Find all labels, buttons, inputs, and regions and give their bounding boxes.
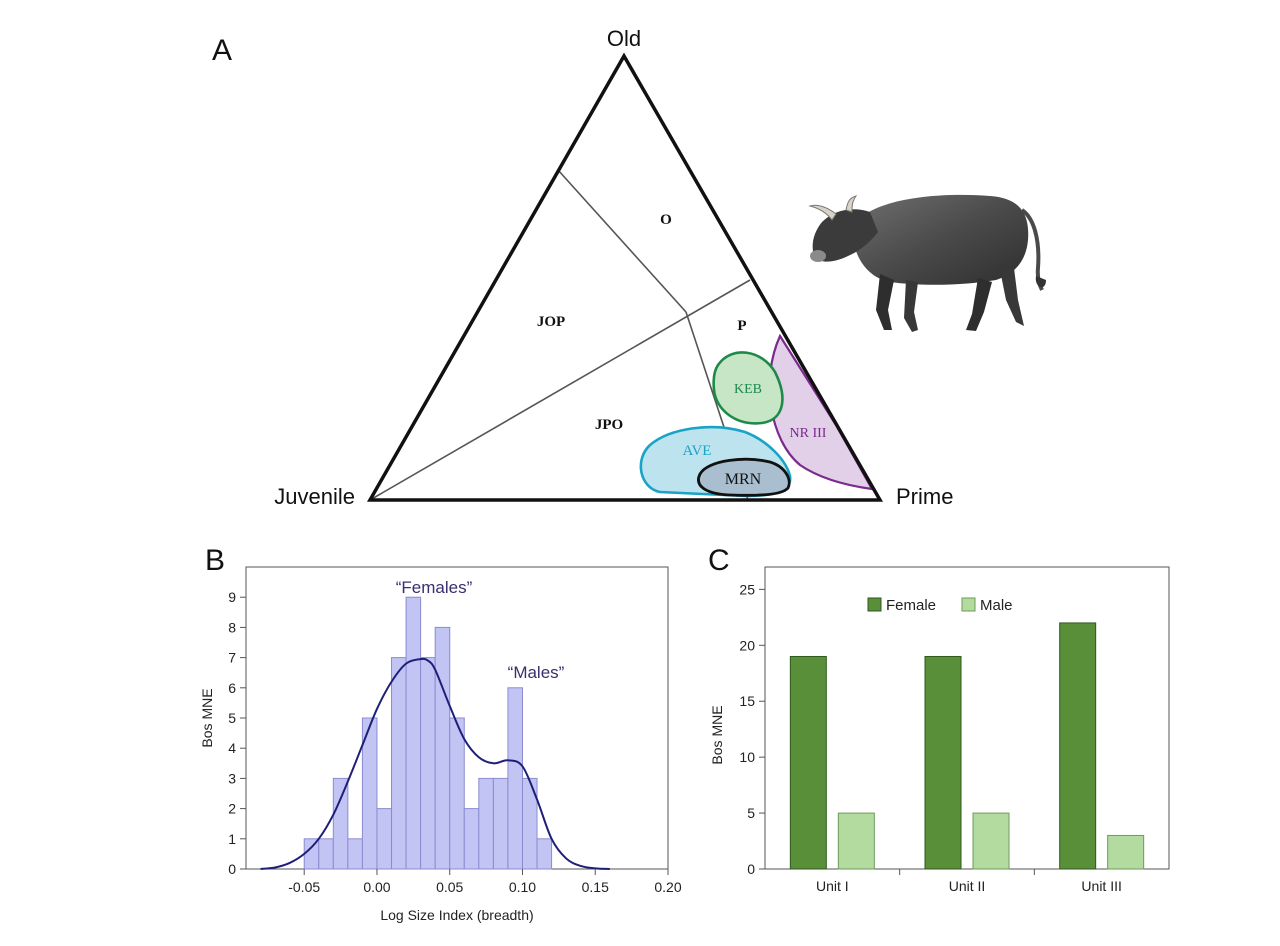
bar-female-2 [1059,622,1097,870]
histogram-ytick-label-9: 9 [228,589,236,605]
histogram-bar-13 [492,777,509,870]
site-region-mrn [697,457,791,497]
site-region-keb [712,351,784,425]
histogram-ytick-label-3: 3 [228,770,236,786]
histogram-bar-1 [318,838,334,870]
histogram-xlabel: Log Size Index (breadth) [380,907,533,923]
histogram-ytick-label-0: 0 [228,861,236,877]
histogram-ytick-label-7: 7 [228,650,236,666]
density-curve-group [260,657,610,870]
aurochs-illustration [808,194,1046,332]
histogram-ytick-label-8: 8 [228,619,236,635]
barchart-category-label-2: Unit III [1081,878,1121,894]
zone-label-p: P [737,318,746,334]
histogram-bar-9 [434,626,451,870]
histogram-axes: 0 1 2 3 4 5 6 7 8 9 -0.05 0.00 0.05 0.10 0.15 0.20 [228,589,682,895]
vertex-label-juvenile: Juvenile [274,484,355,509]
histogram-bar-6 [391,657,407,870]
barchart-axes: Unit I Unit II Unit III 0 5 10 15 20 25 [739,581,1121,894]
barchart-ytick-label-4: 20 [739,637,755,653]
histogram-bar-2 [332,777,349,870]
histogram-bar-11 [463,808,480,870]
zone-label-jpo: JPO [595,417,623,433]
panel-b: B 0 1 2 3 4 5 6 7 8 9 -0.05 0.00 0.05 0.10 0.15 0.20 Lo… [199,544,682,923]
vertex-label-old: Old [607,26,641,51]
barchart-bars [789,622,1145,870]
panel-label-c: C [708,544,730,577]
legend-label-female: Female [886,597,936,614]
panel-a: A Old Juvenile Prime O JOP P JPO KEB NR … [212,26,1046,509]
histogram-bar-16 [536,838,553,870]
legend-swatch-female [867,597,882,612]
boundary-line-2 [369,279,751,501]
histogram-bar-10 [449,717,465,870]
bar-male-1 [972,812,1010,870]
barchart-ylabel: Bos MNE [709,705,725,764]
histogram-ytick-label-1: 1 [228,831,236,847]
barchart-category-label-0: Unit I [816,878,849,894]
site-label-keb: KEB [734,382,762,397]
density-curve [260,657,610,870]
bar-male-0 [837,812,875,870]
histogram-xtick-label-2: 0.05 [436,879,463,895]
barchart-ytick-label-0: 0 [747,861,755,877]
annotation-females: “Females” [396,578,473,597]
histogram-ytick-label-6: 6 [228,680,236,696]
histogram-bar-4 [361,717,378,870]
histogram-bar-5 [376,808,393,870]
histogram-bar-8 [420,657,436,870]
histogram-bar-12 [478,777,494,870]
site-label-nriii: NR III [790,426,827,441]
vertex-label-prime: Prime [896,484,953,509]
panel-label-b: B [205,544,225,577]
bar-female-1 [924,655,962,870]
histogram-bar-0 [303,838,320,870]
site-label-ave: AVE [683,443,712,459]
barchart-ytick-label-5: 25 [739,581,755,597]
histogram-bar-15 [521,777,538,870]
barchart-legend: Female Male [867,597,1013,614]
barchart-category-label-1: Unit II [949,878,986,894]
histogram-bars [303,596,553,870]
barchart-ytick-label-1: 5 [747,805,755,821]
histogram-bar-14 [507,687,523,870]
histogram-xtick-label-3: 0.10 [509,879,536,895]
histogram-ytick-label-4: 4 [228,740,236,756]
panel-c: C Unit I Unit II Unit III 0 5 10 15 20 25 Bos MN… [708,544,1170,894]
histogram-ytick-label-2: 2 [228,801,236,817]
ternary-triangle [366,52,884,502]
annotation-males: “Males” [508,663,565,682]
histogram-ytick-label-5: 5 [228,710,236,726]
histogram-xtick-label-4: 0.15 [582,879,609,895]
barchart-ytick-label-2: 10 [739,749,755,765]
bar-female-0 [789,655,827,870]
panel-label-a: A [212,34,232,67]
histogram-xtick-label-1: 0.00 [363,879,390,895]
histogram-ylabel: Bos MNE [199,688,215,747]
histogram-bar-7 [405,596,422,870]
site-label-mrn: MRN [725,471,762,488]
histogram-xtick-label-0: -0.05 [288,879,320,895]
zone-label-o: O [660,212,672,228]
histogram-xtick-label-5: 0.20 [654,879,681,895]
legend-swatch-male [961,597,976,612]
bar-male-2 [1107,834,1145,870]
boundary-line-1 [557,169,687,313]
zone-label-jop: JOP [537,314,565,330]
barchart-ytick-label-3: 15 [739,693,755,709]
legend-label-male: Male [980,597,1013,614]
histogram-bar-3 [347,838,363,870]
barchart-plot-frame [764,566,1170,870]
